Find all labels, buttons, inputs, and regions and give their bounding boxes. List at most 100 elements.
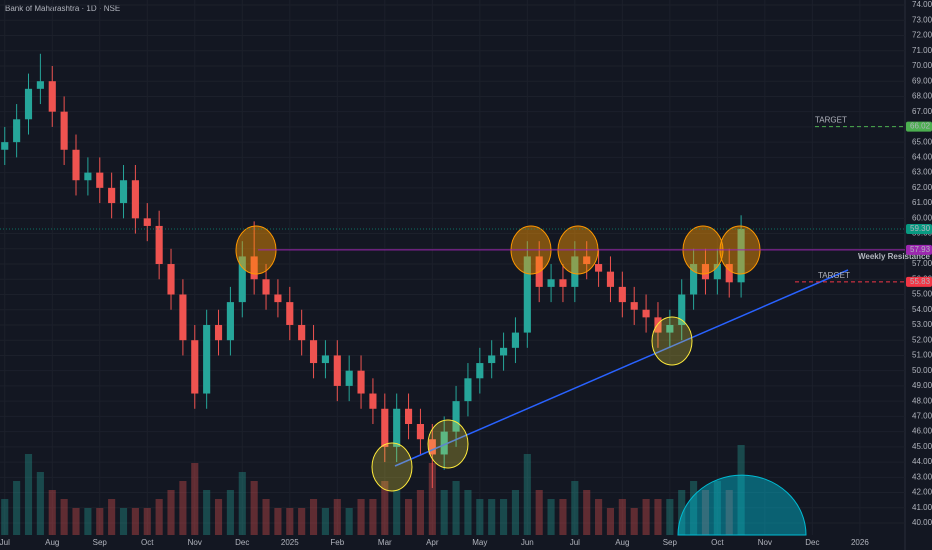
volume-bar — [143, 508, 151, 535]
volume-bar — [701, 490, 710, 535]
volume-bar — [630, 508, 638, 535]
candle-body — [476, 363, 484, 379]
price-badge-label: 57.93 — [910, 245, 931, 254]
y-tick-label: 45.00 — [912, 442, 932, 451]
volume-bar — [274, 508, 282, 535]
level-label: TARGET — [818, 271, 850, 280]
candle-body — [309, 340, 318, 364]
chart-title: Bank of Maharashtra · 1D · NSE — [5, 4, 120, 13]
candle-body — [654, 317, 662, 333]
y-tick-label: 46.00 — [912, 427, 932, 436]
volume-bar — [250, 481, 258, 535]
y-tick-label: 43.00 — [912, 472, 932, 481]
volume-bar — [488, 499, 496, 535]
candle-body — [404, 408, 413, 425]
candle-body — [155, 225, 163, 265]
volume-bar — [642, 499, 650, 535]
volume-bar — [618, 499, 626, 535]
volume-bar — [725, 490, 733, 535]
volume-highlight — [677, 474, 807, 536]
candle-body — [333, 355, 341, 386]
y-tick-label: 53.00 — [912, 320, 932, 329]
candle-body — [488, 355, 496, 364]
candle-body — [428, 439, 436, 455]
x-tick-label: Apr — [426, 538, 439, 547]
support-highlight — [371, 442, 413, 492]
volume-bar — [416, 490, 424, 535]
volume-bar — [595, 499, 603, 535]
volume-bar — [511, 490, 520, 535]
y-tick-label: 63.00 — [912, 168, 932, 177]
y-tick-label: 67.00 — [912, 107, 932, 116]
candle-body — [666, 324, 674, 333]
volume-bar — [203, 490, 211, 535]
candle-body — [250, 256, 258, 280]
x-tick-label: Oct — [141, 538, 154, 547]
price-badge — [906, 121, 932, 132]
candle-body — [701, 264, 710, 280]
price-badge — [906, 276, 932, 287]
volume-bar — [476, 499, 484, 535]
volume-bar — [713, 481, 721, 535]
volume-bar — [547, 499, 555, 535]
candle-body — [298, 324, 306, 341]
x-tick-label: Sep — [663, 538, 678, 547]
x-tick-label: Oct — [711, 538, 724, 547]
price-badge-label: 59.30 — [910, 224, 931, 233]
volume-bar — [369, 499, 377, 535]
y-tick-label: 73.00 — [912, 15, 932, 24]
x-tick-label: Sep — [93, 538, 108, 547]
price-badge-label: 55.83 — [910, 277, 931, 286]
volume-bar — [36, 472, 44, 535]
volume-bar — [690, 481, 698, 535]
candle-body — [583, 256, 591, 265]
candle-body — [238, 256, 246, 303]
candle-body — [345, 370, 353, 386]
volume-bar — [381, 481, 389, 535]
volume-bar — [309, 499, 318, 535]
volume-bar — [452, 481, 460, 535]
volume-bar — [167, 490, 175, 535]
volume-bar — [13, 481, 21, 535]
y-tick-label: 51.00 — [912, 351, 932, 360]
candle-body — [321, 355, 329, 364]
candle-body — [286, 302, 294, 325]
x-tick-label: Nov — [758, 538, 772, 547]
y-tick-label: 70.00 — [912, 61, 932, 70]
candle-body — [511, 332, 520, 348]
volume-bar — [155, 499, 163, 535]
volume-bar — [357, 499, 365, 535]
candle-body — [678, 294, 686, 325]
candle-body — [559, 279, 567, 287]
support-highlight — [651, 316, 693, 366]
candle-body — [48, 81, 56, 112]
y-tick-label: 52.00 — [912, 335, 932, 344]
volume-bar — [24, 454, 33, 535]
x-tick-label: Nov — [188, 538, 202, 547]
x-tick-label: Dec — [235, 538, 249, 547]
volume-bar — [428, 463, 436, 535]
volume-bar — [238, 472, 246, 535]
y-tick-label: 42.00 — [912, 488, 932, 497]
volume-bar — [72, 508, 80, 535]
candle-body — [119, 180, 128, 204]
y-tick-label: 55.00 — [912, 290, 932, 299]
x-tick-label: Aug — [615, 538, 629, 547]
candle-body — [203, 324, 211, 394]
y-tick-label: 44.00 — [912, 457, 932, 466]
candle-body — [84, 172, 92, 181]
candle-body — [440, 431, 448, 455]
candle-body — [191, 340, 199, 394]
volume-bar — [571, 481, 579, 535]
candle-body — [618, 286, 626, 303]
candle-body — [393, 408, 401, 447]
candle-body — [547, 279, 555, 287]
candle-body — [226, 302, 234, 341]
candle-body — [1, 142, 9, 150]
volume-bar — [298, 508, 306, 535]
volume-bar — [393, 490, 401, 535]
candle-body — [13, 119, 21, 143]
volume-bar — [321, 508, 329, 535]
